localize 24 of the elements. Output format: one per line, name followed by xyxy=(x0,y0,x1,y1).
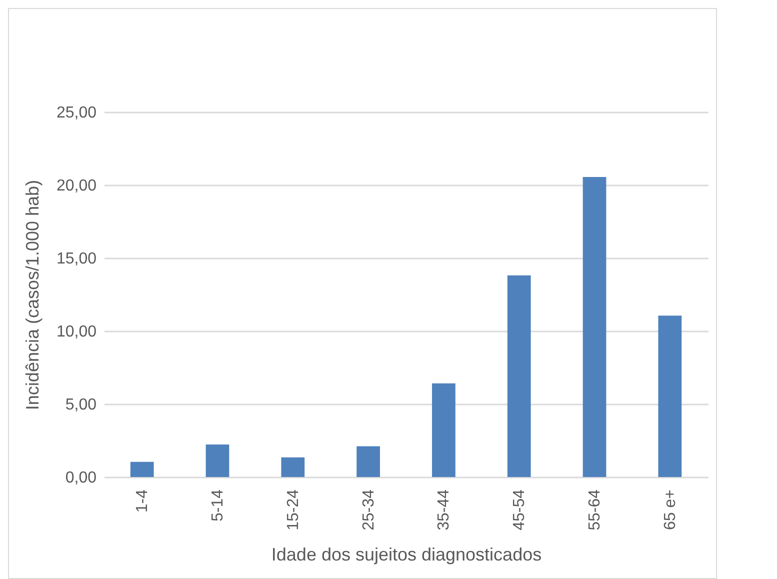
bar xyxy=(281,457,305,477)
x-tick-label: 5-14 xyxy=(209,489,226,522)
bar xyxy=(507,275,531,477)
y-tick-label: 25,00 xyxy=(56,104,97,122)
x-tick-label: 1-4 xyxy=(134,489,152,513)
x-tick-label: 55-64 xyxy=(586,489,604,530)
bar xyxy=(356,446,380,477)
x-tick-label: 35-44 xyxy=(436,489,453,530)
bar xyxy=(130,462,154,477)
bar xyxy=(582,176,606,477)
bar xyxy=(206,444,230,477)
x-tick-label: 65 e+ xyxy=(662,490,679,530)
y-tick-label: 20,00 xyxy=(56,178,97,194)
y-tick-label: 15,00 xyxy=(56,250,97,268)
x-axis-title: Idade dos sujeitos diagnosticados xyxy=(271,544,542,564)
y-tick-label: 10,00 xyxy=(56,324,97,340)
bar xyxy=(432,383,456,477)
y-tick-label: 5,00 xyxy=(65,396,97,414)
y-tick-label: 0,00 xyxy=(65,470,97,486)
bar xyxy=(658,316,682,477)
x-tick-label: 15-24 xyxy=(284,489,302,530)
y-axis-title: Incidência (casos/1.000 hab) xyxy=(22,180,42,410)
x-tick-label: 25-34 xyxy=(360,489,378,530)
x-tick-label: 45-54 xyxy=(511,489,528,530)
